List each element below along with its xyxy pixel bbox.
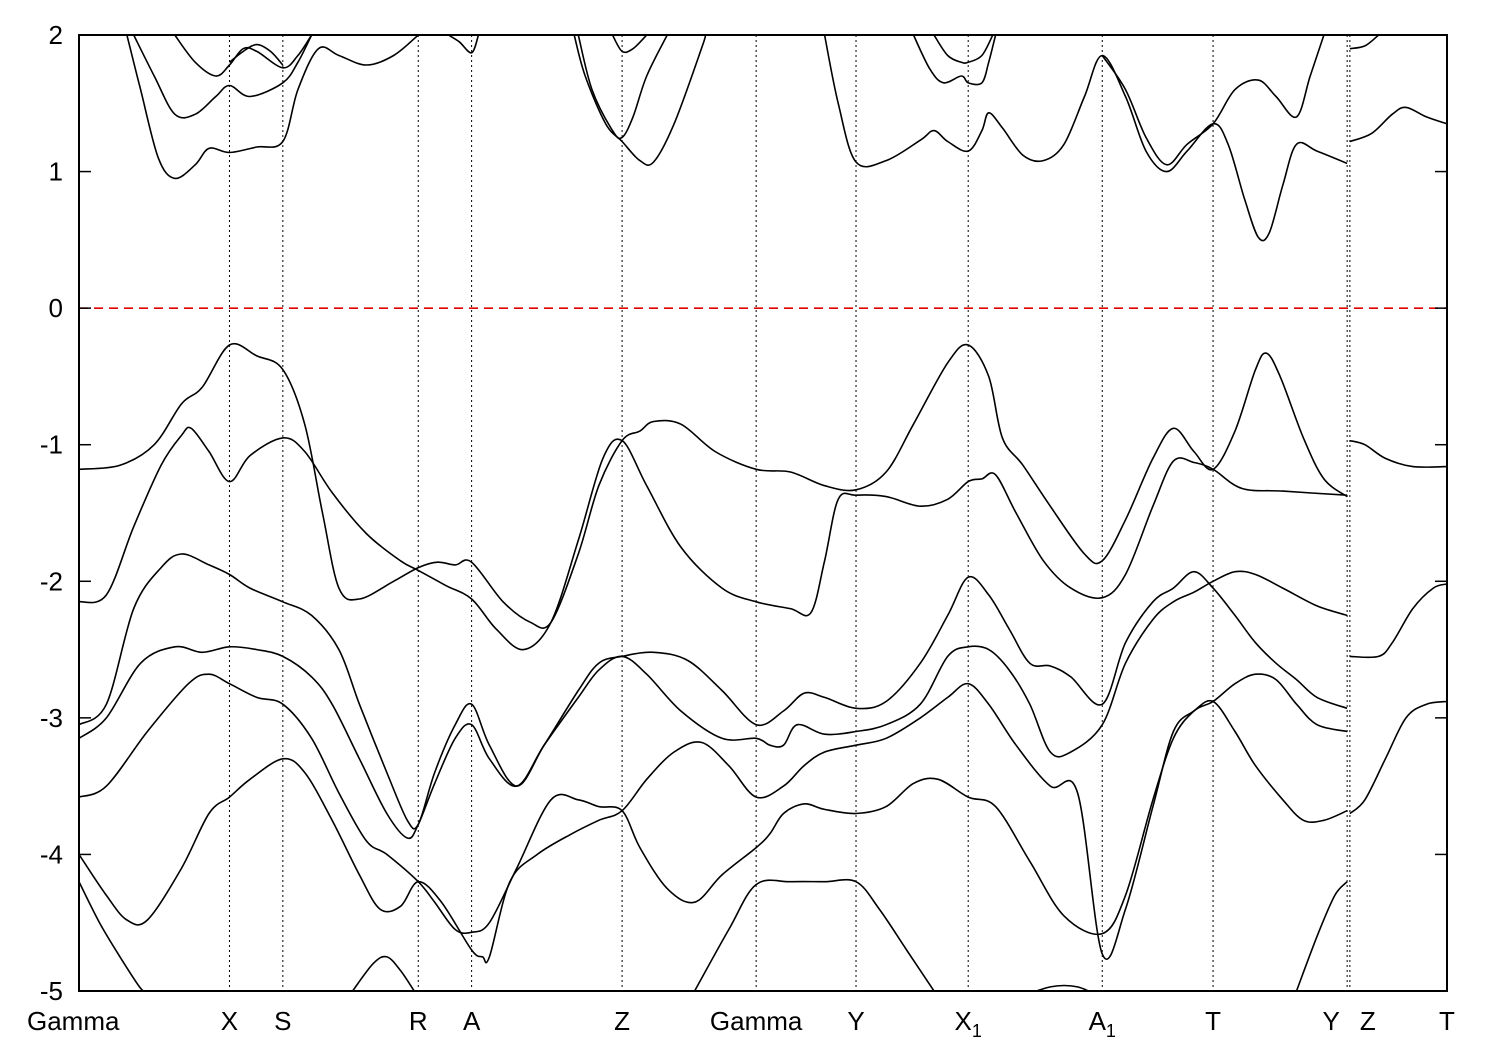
y-tick-label: -4 [40, 839, 63, 869]
band-line-21 [933, 35, 994, 64]
band-line-23 [1349, 439, 1447, 468]
band-line-20 [912, 35, 997, 86]
x-tick-label: Z [614, 1006, 630, 1036]
band-line-14 [229, 43, 284, 66]
y-tick-label: -5 [40, 976, 63, 1006]
x-tick-label: X1 [955, 1006, 982, 1041]
band-line-10 [1295, 881, 1348, 991]
band-lines [79, 35, 1447, 991]
band-line-9 [1036, 984, 1089, 991]
x-tick-label: Z [1360, 1006, 1376, 1036]
y-axis-ticks: 2 1 0 -1 -2 -3 -4 -5 [40, 20, 1447, 1006]
x-tick-label: R [409, 1006, 428, 1036]
band-line-11 [126, 35, 419, 180]
y-tick-label: 0 [49, 293, 63, 323]
x-tick-label: Gamma [27, 1006, 120, 1036]
band-line-3 [79, 570, 1348, 840]
x-tick-label: Y [1322, 1006, 1339, 1036]
band-line-15 [447, 35, 480, 54]
band-line-7 [351, 955, 415, 991]
y-tick-label: -3 [40, 703, 63, 733]
band-line-12 [132, 35, 313, 119]
band-line-0 [79, 343, 1348, 629]
x-tick-label: S [274, 1006, 291, 1036]
band-line-24 [1349, 583, 1447, 659]
high-symmetry-lines [228, 35, 1351, 991]
x-tick-label: T [1205, 1006, 1221, 1036]
x-tick-label: Gamma [710, 1006, 803, 1036]
y-tick-label: 2 [49, 20, 63, 50]
x-tick-label: T [1439, 1006, 1455, 1036]
x-tick-label: A [463, 1006, 481, 1036]
band-line-18 [611, 35, 648, 54]
y-tick-label: 1 [49, 157, 63, 187]
x-tick-label: Y [847, 1006, 864, 1036]
band-line-19 [823, 35, 1348, 242]
x-axis-labels: Gamma X S R A Z Gamma Y X1 A1 T Y Z T [27, 1006, 1455, 1041]
band-line-17 [577, 35, 668, 140]
x-tick-label: X [221, 1006, 238, 1036]
band-line-25 [1349, 700, 1447, 815]
band-line-6 [79, 881, 148, 991]
band-line-5 [79, 682, 1348, 964]
y-tick-label: -1 [40, 430, 63, 460]
band-line-4 [79, 673, 1348, 936]
y-tick-label: -2 [40, 566, 63, 596]
band-line-16 [573, 35, 707, 166]
band-line-27 [1349, 35, 1380, 50]
band-line-1 [79, 426, 1348, 651]
plot-frame [78, 34, 1448, 992]
band-line-26 [1349, 106, 1447, 143]
x-tick-label: A1 [1089, 1006, 1116, 1041]
band-line-22 [1101, 35, 1325, 166]
band-line-2 [79, 553, 1348, 830]
band-line-13 [174, 35, 313, 77]
band-line-8 [693, 878, 935, 991]
